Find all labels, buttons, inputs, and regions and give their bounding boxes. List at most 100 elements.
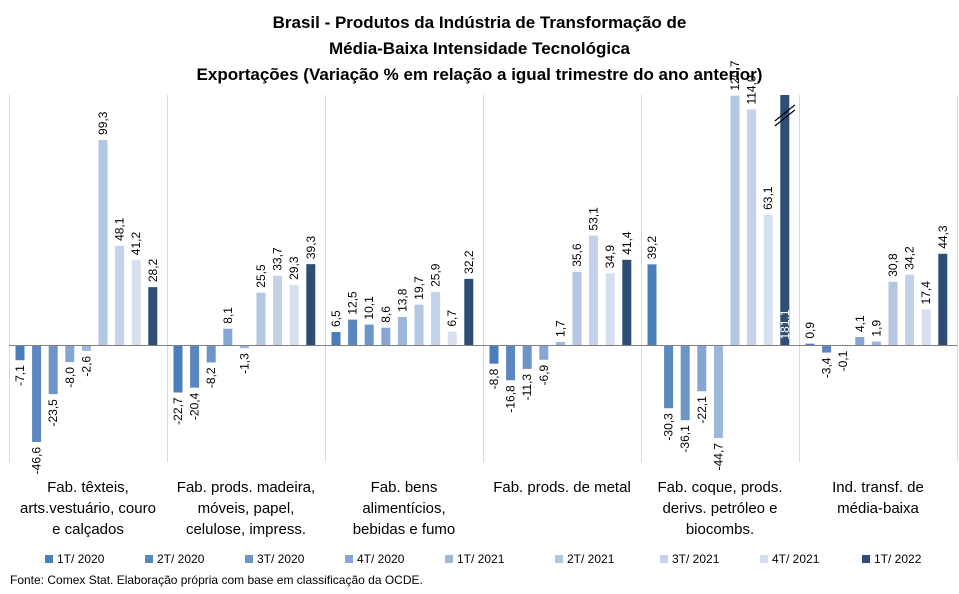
- value-label: 34,9: [603, 245, 617, 269]
- legend-item: 3T/ 2021: [660, 552, 719, 566]
- legend-label: 2T/ 2021: [567, 552, 615, 566]
- bar: [664, 345, 674, 409]
- bar: [763, 214, 773, 346]
- bar: [647, 264, 657, 346]
- bar: [223, 328, 233, 346]
- bar: [65, 345, 75, 363]
- value-label: 4,1: [853, 315, 867, 332]
- value-label: 17,4: [919, 281, 933, 305]
- bar: [747, 109, 757, 346]
- bar: [381, 327, 391, 346]
- legend-label: 1T/ 2022: [874, 552, 922, 566]
- legend-swatch: [660, 555, 668, 563]
- value-label: 19,7: [412, 276, 426, 300]
- legend-label: 4T/ 2021: [772, 552, 820, 566]
- legend-label: 1T/ 2020: [57, 552, 105, 566]
- legend-swatch: [245, 555, 253, 563]
- bar: [397, 316, 407, 346]
- legend-swatch: [45, 555, 53, 563]
- bar: [555, 341, 565, 346]
- legend: 1T/ 2020 2T/ 2020 3T/ 2020 4T/ 2020 1T/ 2021…: [0, 552, 959, 570]
- bar: [348, 319, 358, 346]
- value-label: 1,9: [869, 320, 883, 337]
- value-label: -30,3: [662, 413, 676, 441]
- value-label: 8,6: [379, 306, 393, 323]
- bar: [98, 139, 108, 346]
- legend-item: 1T/ 2020: [45, 552, 104, 566]
- value-label: 39,3: [304, 235, 318, 259]
- value-label: 6,7: [445, 310, 459, 327]
- category-label: Fab. bens: [371, 479, 438, 496]
- value-label: -1,3: [237, 353, 251, 374]
- bar: [464, 278, 474, 346]
- value-label: 99,3: [96, 111, 110, 135]
- bar: [81, 345, 91, 351]
- category-label: Ind. transf. de: [832, 479, 924, 496]
- legend-label: 1T/ 2021: [457, 552, 505, 566]
- category-label: Fab. coque, prods.: [657, 479, 782, 496]
- bar: [589, 235, 599, 346]
- bar: [364, 324, 374, 346]
- bar: [148, 287, 158, 346]
- value-label: 44,3: [936, 225, 950, 249]
- bar: [289, 284, 299, 346]
- value-label: -22,1: [695, 396, 709, 424]
- value-label: 25,5: [254, 264, 268, 288]
- value-label: 28,2: [146, 258, 160, 282]
- value-label: 39,2: [645, 236, 659, 260]
- source-note: Fonte: Comex Stat. Elaboração própria co…: [10, 573, 423, 587]
- bar: [414, 304, 424, 346]
- category-label: Fab. têxteis,: [47, 479, 129, 496]
- value-label: 33,7: [271, 247, 285, 271]
- bar: [855, 337, 865, 346]
- bar: [256, 292, 266, 346]
- bar: [489, 345, 499, 364]
- value-label: 35,6: [570, 243, 584, 267]
- bar: [697, 345, 707, 392]
- category-label: e calçados: [52, 521, 124, 538]
- category-label: celulose, impress.: [186, 521, 306, 538]
- bar: [921, 309, 931, 346]
- bar: [131, 260, 141, 346]
- title-line-2: Média-Baixa Intensidade Tecnológica: [328, 39, 631, 58]
- category-label: bebidas e fumo: [353, 521, 456, 538]
- value-label: -36,1: [678, 425, 692, 453]
- value-label: -23,5: [46, 399, 60, 427]
- bar: [605, 273, 615, 346]
- legend-item: 4T/ 2020: [345, 552, 404, 566]
- axis-break-mark: [774, 104, 796, 122]
- legend-label: 3T/ 2020: [257, 552, 305, 566]
- value-label: 10,1: [362, 296, 376, 320]
- bar: [331, 332, 341, 346]
- category-label: biocombs.: [686, 521, 754, 538]
- bar: [888, 281, 898, 346]
- bar: [32, 345, 42, 442]
- value-label: 8,1: [221, 307, 235, 324]
- bar: [780, 95, 790, 346]
- bar: [822, 345, 832, 353]
- legend-label: 4T/ 2020: [357, 552, 405, 566]
- category-label: Fab. prods. de metal: [493, 479, 631, 496]
- value-label: 30,8: [886, 253, 900, 277]
- value-label: 41,2: [129, 232, 143, 256]
- legend-item: 1T/ 2021: [445, 552, 504, 566]
- legend-swatch: [760, 555, 768, 563]
- title-line-1: Brasil - Produtos da Indústria de Transf…: [272, 13, 687, 32]
- legend-item: 2T/ 2020: [145, 552, 204, 566]
- value-label: -46,6: [30, 447, 44, 475]
- value-label: 63,1: [761, 186, 775, 210]
- axis-break-mark: [774, 109, 796, 127]
- value-label: -16,8: [504, 385, 518, 413]
- bar: [938, 253, 948, 346]
- bar: [680, 345, 690, 421]
- value-label: 25,9: [429, 263, 443, 287]
- legend-swatch: [145, 555, 153, 563]
- value-label: -2,6: [79, 356, 93, 377]
- bar: [115, 245, 125, 346]
- category-label: média-baixa: [837, 500, 919, 517]
- legend-item: 1T/ 2022: [862, 552, 921, 566]
- category-label: alimentícios,: [362, 500, 445, 517]
- category-label: derivs. petróleo e: [662, 500, 777, 517]
- value-label: -6,9: [537, 364, 551, 385]
- legend-label: 2T/ 2020: [157, 552, 205, 566]
